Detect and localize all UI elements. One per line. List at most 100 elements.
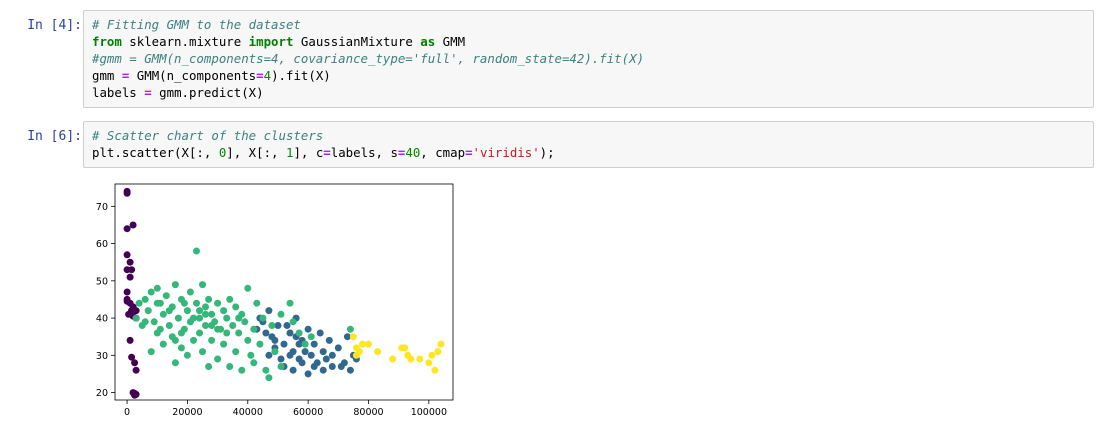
code-token: = <box>256 68 264 83</box>
scatter-point <box>131 359 139 367</box>
scatter-point <box>346 325 354 333</box>
scatter-point <box>274 322 282 329</box>
scatter-point <box>265 307 273 315</box>
scatter-point <box>126 258 134 266</box>
scatter-point <box>337 363 345 370</box>
code-line: #gmm = GMM(n_components=4, covariance_ty… <box>92 50 1085 67</box>
scatter-point <box>171 336 179 344</box>
scatter-point <box>183 351 191 359</box>
scatter-point <box>165 307 173 315</box>
code-token: = <box>144 85 152 100</box>
code-token: GaussianMixture <box>293 34 421 49</box>
code-token: gmm.predict(X) <box>151 85 264 100</box>
code-token: 1 <box>285 145 294 160</box>
code-token: ).fit(X) <box>271 68 331 83</box>
scatter-point <box>150 318 158 326</box>
scatter-point <box>190 314 197 322</box>
scatter-point <box>304 370 312 378</box>
scatter-point <box>247 351 255 359</box>
code-line: # Scatter chart of the clusters <box>92 127 1085 144</box>
scatter-point <box>132 366 140 374</box>
scatter-point <box>165 322 173 329</box>
scatter-point <box>286 299 294 307</box>
cell-prompt: In [6]: <box>27 129 82 144</box>
code-token: gmm <box>92 68 122 83</box>
scatter-points <box>123 187 445 399</box>
scatter-point <box>123 288 131 296</box>
scatter-point <box>232 303 240 311</box>
scatter-point <box>199 348 206 356</box>
scatter-point <box>425 359 433 367</box>
scatter-point <box>310 340 318 348</box>
y-axis: 20 30 40 50 60 70 <box>96 202 115 399</box>
scatter-point <box>141 318 149 326</box>
code-token: = <box>121 68 130 83</box>
scatter-point <box>162 292 170 300</box>
code-token: sklearn.mixture <box>121 34 249 49</box>
scatter-point <box>277 355 285 363</box>
scatter-point <box>223 329 231 337</box>
scatter-point <box>128 353 136 361</box>
code-input[interactable]: # Fitting GMM to the dataset from sklearn… <box>83 10 1094 108</box>
scatter-point <box>262 329 270 337</box>
scatter-point <box>223 314 231 322</box>
scatter-point <box>186 288 194 296</box>
scatter-point <box>171 359 179 367</box>
code-line: gmm = GMM(n_components=4).fit(X) <box>92 67 1085 84</box>
y-tick-label: 70 <box>96 202 108 213</box>
code-token: # Fitting GMM to the dataset <box>92 17 301 32</box>
scatter-point <box>128 266 136 274</box>
scatter-point <box>190 336 197 344</box>
code-line: labels = gmm.predict(X) <box>92 84 1085 101</box>
scatter-point <box>322 355 330 363</box>
scatter-point <box>214 299 222 307</box>
scatter-point <box>256 340 264 348</box>
scatter-point <box>153 284 161 292</box>
scatter-point <box>156 325 164 333</box>
x-tick-label: 40000 <box>233 407 263 418</box>
code-token: 40 <box>405 145 421 160</box>
code-token: = <box>397 145 406 160</box>
scatter-point <box>235 329 243 337</box>
scatter-point <box>268 322 276 329</box>
cell-output: 0 20000 40000 60000 80000 100000 20 30 40 50 60 70 <box>83 170 463 427</box>
scatter-point <box>141 295 149 303</box>
code-token: labels <box>92 85 145 100</box>
scatter-point <box>307 351 315 359</box>
scatter-point <box>244 284 252 292</box>
code-token: # Scatter chart of the clusters <box>92 128 324 143</box>
scatter-point <box>208 336 216 344</box>
y-tick-label: 40 <box>96 314 108 325</box>
code-input[interactable]: # Scatter chart of the clusters plt.scatt… <box>83 121 1094 168</box>
scatter-point <box>265 374 273 382</box>
scatter-point <box>407 355 415 363</box>
code-token: , cmap <box>420 145 466 160</box>
scatter-point <box>365 340 372 348</box>
scatter-point <box>177 344 185 352</box>
scatter-point <box>301 340 309 348</box>
code-token: GMM(n_components <box>129 68 257 83</box>
scatter-point <box>147 348 155 356</box>
code-line: plt.scatter(X[:, 0], X[:, 1], c=labels, … <box>92 144 1085 161</box>
scatter-point <box>389 355 397 363</box>
scatter-point <box>226 363 234 370</box>
scatter-point <box>428 351 436 359</box>
y-tick-label: 60 <box>96 239 108 250</box>
scatter-point <box>374 348 382 356</box>
code-token: #gmm = GMM(n_components=4, covariance_ty… <box>92 51 645 66</box>
code-token: ], X[:, <box>226 145 286 160</box>
code-token: 0 <box>218 145 227 160</box>
scatter-point <box>265 351 273 359</box>
scatter-point <box>271 348 279 356</box>
scatter-point <box>183 307 191 315</box>
scatter-point <box>129 221 137 229</box>
code-token: plt.scatter(X[:, <box>92 145 219 160</box>
scatter-point <box>334 344 342 352</box>
scatter-point <box>171 281 179 289</box>
scatter-point <box>401 344 409 352</box>
scatter-point <box>295 329 303 337</box>
scatter-point <box>135 299 143 307</box>
code-token: GMM <box>435 34 466 49</box>
scatter-point <box>144 307 152 315</box>
scatter-point <box>177 329 185 337</box>
